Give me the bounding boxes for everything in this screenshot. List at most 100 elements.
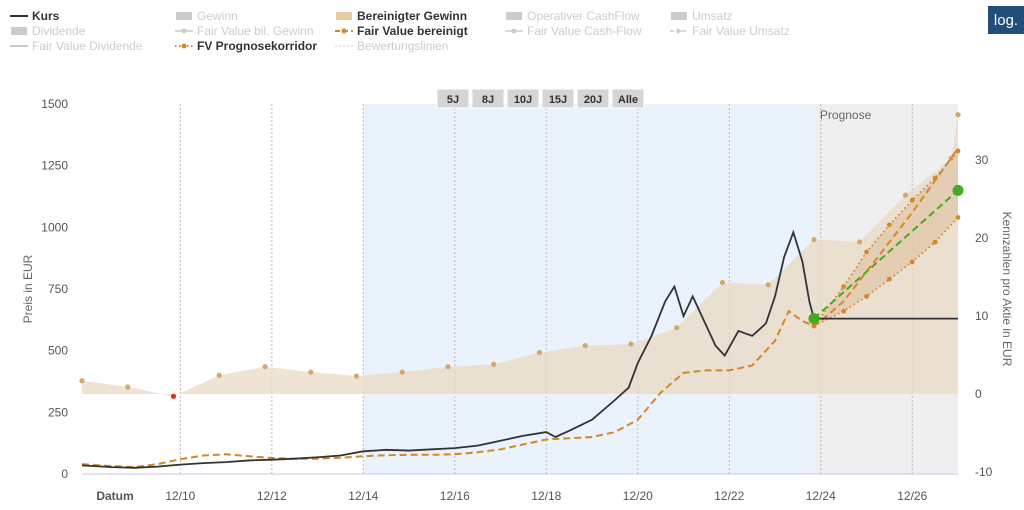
legend-label: Fair Value Dividende (32, 39, 143, 53)
y-tick-label: 250 (48, 405, 68, 419)
y2-axis-label: Kennzahlen pro Aktie in EUR (1000, 212, 1014, 367)
legend-item-dividende[interactable]: Dividende (10, 23, 85, 39)
legend-item-bereinigter-gewinn[interactable]: Bereinigter Gewinn (335, 8, 467, 24)
current-price-marker (808, 313, 820, 325)
earnings-point (125, 384, 131, 390)
range-button-label: 20J (584, 94, 602, 106)
x-tick-label: 12/12 (257, 489, 287, 503)
range-button-8j[interactable] (471, 88, 505, 109)
earnings-point (536, 350, 543, 356)
earnings-point (353, 373, 360, 379)
earnings-point (857, 239, 863, 245)
y-tick-label: 0 (61, 467, 68, 481)
legend-symbol-icon (10, 25, 28, 37)
legend-symbol-icon (335, 40, 353, 52)
legend-item-kurs[interactable]: Kurs (10, 8, 59, 24)
legend-symbol-icon (335, 10, 353, 22)
y-tick-label: 1250 (41, 159, 68, 173)
legend-label: Fair Value bereinigt (357, 24, 468, 38)
earnings-point (674, 325, 680, 331)
x-tick-label: 12/18 (531, 489, 561, 503)
range-button-alle[interactable] (611, 88, 645, 109)
legend-label: Dividende (32, 24, 86, 38)
legend-symbol-icon (335, 25, 353, 37)
legend-symbol-icon (505, 10, 523, 22)
x-tick-label: 12/24 (806, 489, 836, 503)
earnings-point (719, 279, 726, 286)
earnings-point (262, 364, 268, 370)
corridor-point (886, 276, 892, 282)
earnings-point (902, 192, 908, 198)
price-target-line (813, 189, 959, 320)
legend-item-fv-prognosekorridor[interactable]: FV Prognosekorridor (175, 38, 317, 54)
earnings-point (811, 236, 817, 243)
corridor-point (909, 197, 915, 203)
legend-label: Umsatz (692, 9, 733, 23)
target-price-marker (952, 184, 964, 196)
x-tick-label: 12/16 (440, 489, 470, 503)
x-tick-label: 12/20 (623, 489, 653, 503)
legend-label: Bereinigter Gewinn (357, 9, 468, 23)
legend-item-fair-value-bil-gewinn[interactable]: Fair Value bil. Gewinn (175, 23, 314, 39)
legend-symbol-icon (670, 10, 688, 22)
corridor-point (886, 222, 892, 228)
legend-item-bewertungslinien[interactable]: Bewertungslinien (335, 38, 448, 54)
y-tick-label: 750 (48, 282, 68, 296)
legend-symbol-icon (175, 40, 193, 52)
corridor-point (955, 215, 961, 220)
corridor-point (841, 308, 847, 314)
earnings-point (399, 369, 405, 375)
corridor-point (864, 249, 869, 255)
earnings-point (628, 341, 634, 347)
legend-label: Gewinn (197, 9, 238, 23)
legend-item-umsatz[interactable]: Umsatz (670, 8, 733, 24)
earnings-point (445, 364, 451, 370)
legend-item-gewinn[interactable]: Gewinn (175, 8, 238, 24)
legend-symbol-icon (505, 25, 523, 37)
earnings-point (170, 393, 177, 399)
corridor-point (909, 259, 915, 265)
range-button-label: 10J (514, 94, 532, 106)
earnings-point (582, 343, 588, 349)
range-button-15j[interactable] (541, 88, 575, 109)
y-tick-label: 500 (48, 344, 68, 358)
price-line (81, 229, 958, 469)
earnings-point (765, 282, 771, 288)
legend-symbol-icon (10, 10, 28, 22)
log-scale-button[interactable]: log. (988, 6, 1024, 34)
fair-value-adjusted-line (81, 147, 959, 469)
legend-label: Kurs (32, 9, 60, 23)
legend-item-fair-value-cash-flow[interactable]: Fair Value Cash-Flow (505, 23, 641, 39)
y2-tick-label: 10 (975, 309, 989, 323)
forecast-corridor-area (813, 150, 958, 326)
range-button-10j[interactable] (506, 88, 540, 109)
x-tick-label: 12/22 (714, 489, 744, 503)
range-button-label: 8J (482, 94, 494, 106)
earnings-point (308, 369, 314, 375)
y2-tick-label: -10 (975, 465, 993, 479)
legend-symbol-icon (10, 40, 28, 52)
corridor-point (864, 294, 869, 299)
legend-item-fair-value-umsatz[interactable]: Fair Value Umsatz (670, 23, 790, 39)
range-button-label: Alle (618, 94, 638, 106)
range-button-5j[interactable] (436, 88, 470, 109)
earnings-point (955, 112, 961, 118)
legend-item-operativer-cashflow[interactable]: Operativer CashFlow (505, 8, 640, 24)
y2-tick-label: 20 (975, 231, 989, 245)
legend-label: Fair Value bil. Gewinn (197, 24, 314, 38)
corridor-point (841, 284, 847, 289)
legend-item-fair-value-bereinigt[interactable]: Fair Value bereinigt (335, 23, 468, 39)
y-tick-label: 1500 (41, 97, 68, 111)
legend-label: FV Prognosekorridor (197, 39, 318, 53)
corridor-point (932, 239, 938, 245)
earnings-point (79, 378, 85, 384)
legend-label: Operativer CashFlow (527, 9, 640, 23)
y-axis-label: Preis in EUR (21, 254, 35, 323)
range-button-20j[interactable] (576, 88, 610, 109)
x-tick-label: 12/26 (897, 489, 927, 503)
legend-label: Fair Value Cash-Flow (527, 24, 642, 38)
legend-item-fair-value-dividende[interactable]: Fair Value Dividende (10, 38, 143, 54)
earnings-point (216, 372, 222, 378)
x-axis-label: Datum (96, 489, 133, 503)
